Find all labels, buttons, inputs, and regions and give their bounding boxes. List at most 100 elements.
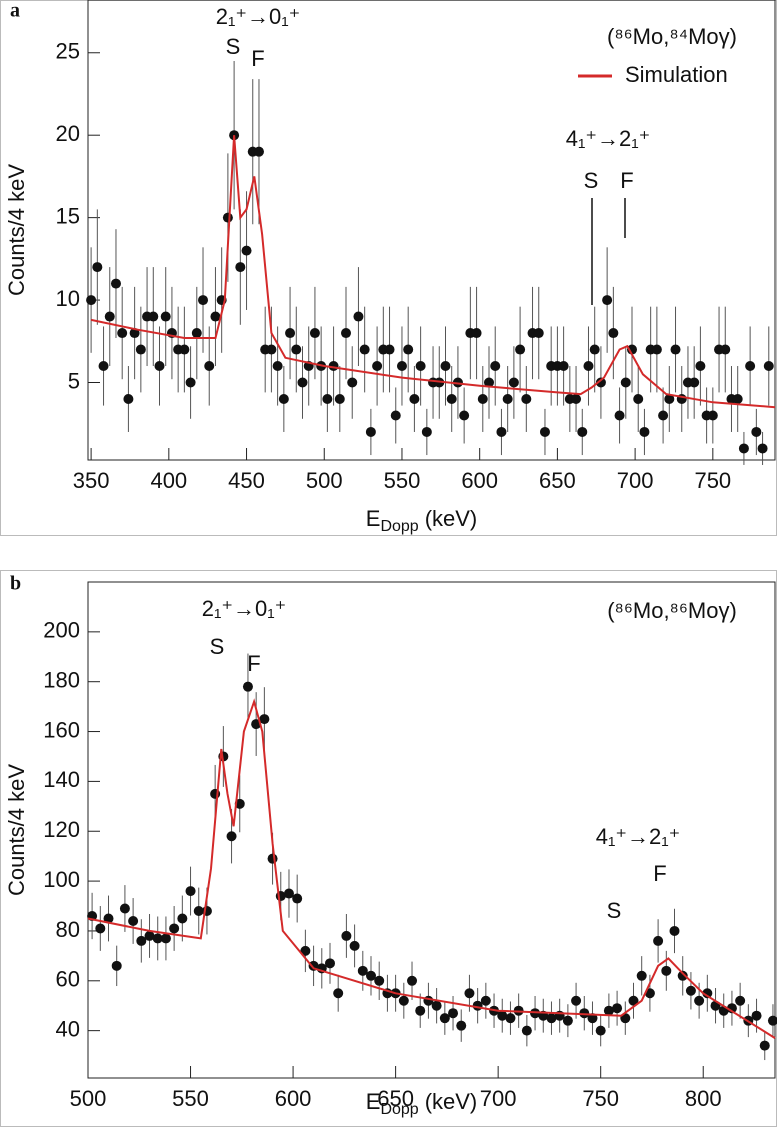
y-axis-label: Counts/4 keV — [4, 164, 29, 296]
data-point — [595, 377, 606, 388]
data-point — [732, 393, 743, 404]
data-point — [185, 886, 196, 897]
data-point — [341, 930, 352, 941]
data-point — [459, 410, 470, 421]
data-point — [651, 344, 662, 355]
x-tick-label: 500 — [306, 468, 343, 493]
legend-label: Simulation — [625, 62, 728, 87]
data-point — [539, 426, 550, 437]
data-point — [210, 311, 221, 322]
annotation: S — [210, 634, 225, 659]
data-point — [334, 393, 345, 404]
data-point — [407, 975, 418, 986]
data-point — [291, 344, 302, 355]
reaction-label: (⁸⁶Mo,⁸⁶Moγ) — [607, 598, 737, 623]
annotation: 4₁⁺→2₁⁺ — [566, 126, 651, 151]
data-point — [403, 344, 414, 355]
data-point — [193, 906, 204, 917]
data-point — [505, 1013, 516, 1024]
data-point — [185, 377, 196, 388]
data-point — [300, 945, 311, 956]
data-point — [546, 1013, 557, 1024]
data-point — [757, 443, 768, 454]
data-point — [636, 970, 647, 981]
data-point — [110, 278, 121, 289]
data-point — [152, 933, 163, 944]
data-point — [480, 995, 491, 1006]
data-point — [431, 1000, 442, 1011]
data-point — [272, 361, 283, 372]
data-point — [595, 1025, 606, 1036]
annotation: S — [226, 34, 241, 59]
y-tick-label: 160 — [43, 717, 80, 742]
data-point — [439, 1013, 450, 1024]
data-point — [222, 212, 233, 223]
data-point — [353, 311, 364, 322]
data-point — [266, 344, 277, 355]
data-point — [365, 426, 376, 437]
data-point — [707, 410, 718, 421]
x-tick-label: 600 — [275, 1086, 312, 1111]
data-point — [751, 1010, 762, 1021]
data-point — [653, 935, 664, 946]
data-point — [612, 1003, 623, 1014]
data-point — [745, 361, 756, 372]
data-point — [241, 245, 252, 256]
data-point — [349, 940, 360, 951]
data-point — [496, 426, 507, 437]
data-point — [357, 965, 368, 976]
data-point — [502, 393, 513, 404]
y-tick-label: 200 — [43, 618, 80, 643]
y-tick-label: 25 — [56, 39, 80, 64]
x-tick-label: 600 — [461, 468, 498, 493]
data-point — [136, 935, 147, 946]
data-point — [521, 1025, 532, 1036]
data-point — [471, 328, 482, 339]
data-point — [333, 988, 344, 999]
data-point — [119, 903, 130, 914]
data-point — [169, 923, 180, 934]
annotation: F — [247, 651, 260, 676]
data-point — [620, 377, 631, 388]
data-point — [144, 930, 155, 941]
data-point — [198, 295, 209, 306]
y-tick-label: 10 — [56, 286, 80, 311]
data-point — [347, 377, 358, 388]
data-point — [95, 923, 106, 934]
x-tick-label: 750 — [582, 1086, 619, 1111]
data-point — [297, 377, 308, 388]
data-point — [735, 995, 746, 1006]
annotation: 2₁⁺→0₁⁺ — [216, 4, 301, 29]
data-point — [763, 361, 774, 372]
data-point — [324, 958, 335, 969]
plot-frame — [87, 581, 776, 1079]
data-point — [398, 995, 409, 1006]
x-label-symbol: E — [366, 506, 381, 531]
data-point — [579, 1008, 590, 1019]
data-point — [409, 393, 420, 404]
data-point — [226, 831, 237, 842]
data-point — [670, 344, 681, 355]
data-point — [253, 146, 264, 157]
y-tick-label: 40 — [56, 1016, 80, 1041]
panel-label: a — [10, 0, 20, 22]
y-tick-label: 20 — [56, 121, 80, 146]
data-point — [128, 915, 139, 926]
data-point — [456, 1020, 467, 1031]
x-tick-label: 450 — [228, 468, 265, 493]
x-label-unit: (keV) — [425, 1089, 478, 1114]
data-point — [661, 965, 672, 976]
data-point — [292, 893, 303, 904]
data-point — [759, 1040, 770, 1051]
reaction-label: (⁸⁶Mo,⁸⁴Moγ) — [607, 24, 737, 49]
data-point — [285, 328, 296, 339]
annotation: F — [653, 861, 666, 886]
x-tick-label: 750 — [694, 468, 731, 493]
x-axis-label: EDopp (keV) — [366, 1089, 478, 1118]
data-point — [720, 344, 731, 355]
data-point — [677, 970, 688, 981]
data-point — [154, 361, 165, 372]
y-tick-label: 15 — [56, 203, 80, 228]
simulation-line — [90, 135, 776, 409]
